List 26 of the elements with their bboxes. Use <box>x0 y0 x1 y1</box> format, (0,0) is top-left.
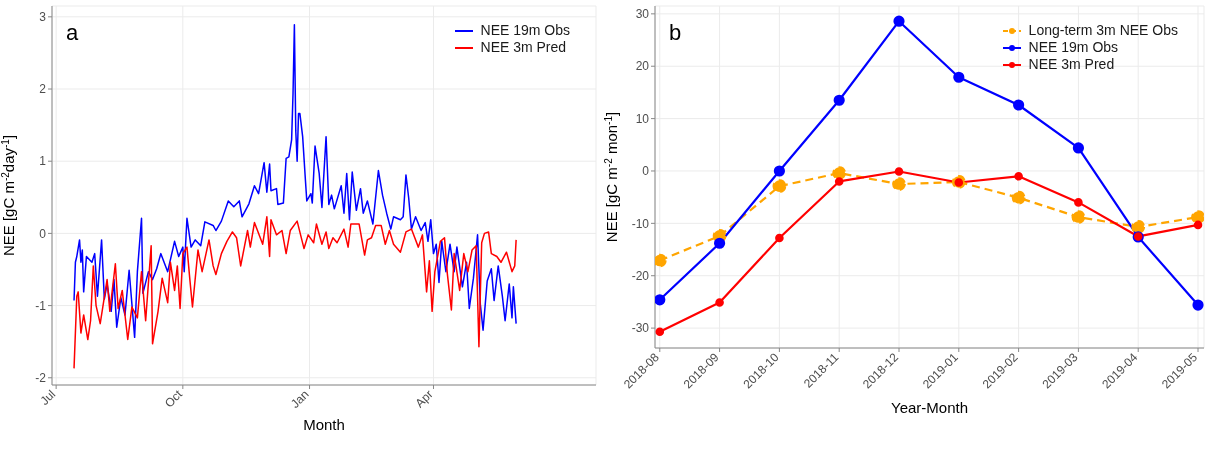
y-tick-label: 3 <box>39 10 47 25</box>
y-tick-label: -1 <box>35 298 47 313</box>
y-tick-label: 2 <box>39 82 47 97</box>
y-tick-label: -10 <box>631 216 650 231</box>
y-tick-label: 0 <box>39 226 47 241</box>
x-axis-title: Month <box>303 416 345 433</box>
y-tick-label: 0 <box>642 164 650 179</box>
y-tick-label: -20 <box>631 268 650 283</box>
y-tick-label: 20 <box>635 59 650 74</box>
x-tick-label: Apr <box>412 387 436 411</box>
legend-label: NEE 19m Obs <box>480 22 570 39</box>
annotation: a <box>66 20 79 46</box>
annotation: b <box>669 20 682 46</box>
legend-label: NEE 3m Pred <box>480 39 567 56</box>
x-tick-label: Oct <box>161 386 186 411</box>
x-axis-title: Year-Month <box>891 399 968 416</box>
legend-label: Long-term 3m NEE Obs <box>1028 22 1178 39</box>
y-tick-label: 30 <box>635 7 650 22</box>
y-tick-label: 10 <box>635 111 650 126</box>
y-tick-label: 1 <box>39 154 47 169</box>
legend-label: NEE 3m Pred <box>1028 56 1115 73</box>
y-tick-label: -30 <box>631 321 650 336</box>
legend-label: NEE 19m Obs <box>1028 39 1119 56</box>
x-tick-label: Jan <box>288 387 312 411</box>
x-tick-label: Jul <box>37 387 59 408</box>
y-tick-label: -2 <box>35 371 47 386</box>
